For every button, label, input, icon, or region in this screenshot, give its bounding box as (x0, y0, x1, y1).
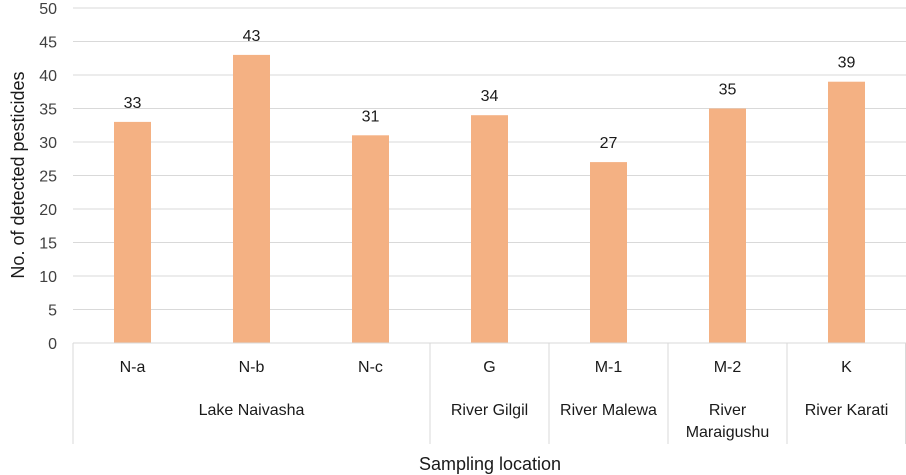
y-tick-label: 30 (39, 135, 57, 152)
group-label: Lake Naivasha (199, 402, 305, 419)
data-labels: 33 43 31 34 27 35 39 (124, 28, 856, 152)
bar-m-2 (709, 108, 746, 343)
category-label: N-c (358, 359, 383, 376)
bar-n-a (114, 121, 151, 344)
y-tick-label: 20 (39, 202, 57, 219)
bar-n-c (352, 135, 389, 343)
y-tick-label: 50 (39, 1, 57, 18)
data-label: 39 (838, 55, 856, 72)
category-label: N-a (120, 359, 146, 376)
bar-n-b (233, 54, 270, 344)
data-label: 27 (600, 135, 618, 152)
y-tick-label: 15 (39, 236, 57, 253)
group-label: River (709, 402, 747, 419)
y-tick-label: 25 (39, 169, 57, 186)
y-tick-label: 35 (39, 102, 57, 119)
bars (114, 54, 865, 344)
y-tick-label: 0 (48, 336, 57, 353)
category-label: G (483, 359, 495, 376)
group-label: River Gilgil (451, 402, 528, 419)
y-tick-label: 40 (39, 68, 57, 85)
data-label: 31 (362, 108, 380, 125)
y-tick-label: 10 (39, 269, 57, 286)
bar-g (471, 115, 508, 343)
data-label: 34 (481, 88, 499, 105)
y-tick-label: 45 (39, 35, 57, 52)
group-label: Maraigushu (686, 424, 770, 441)
y-tick-labels: 0 5 10 15 20 25 30 35 40 45 50 (39, 1, 57, 353)
data-label: 35 (719, 82, 737, 99)
bar-m-1 (590, 162, 627, 343)
data-label: 33 (124, 95, 142, 112)
x-axis-title: Sampling location (419, 454, 561, 474)
category-label: M-1 (595, 359, 623, 376)
x-axis: N-a N-b N-c G M-1 M-2 K Lake Naivasha River Gilg… (72, 342, 906, 444)
group-label: River Malewa (560, 402, 657, 419)
y-axis-title: No. of detected pesticides (8, 71, 28, 278)
category-label: N-b (239, 359, 265, 376)
category-label: M-2 (714, 359, 742, 376)
data-label: 43 (243, 28, 261, 45)
category-label: K (841, 359, 852, 376)
y-tick-label: 5 (48, 303, 57, 320)
group-label: River Karati (805, 402, 889, 419)
bar-k (828, 81, 865, 343)
